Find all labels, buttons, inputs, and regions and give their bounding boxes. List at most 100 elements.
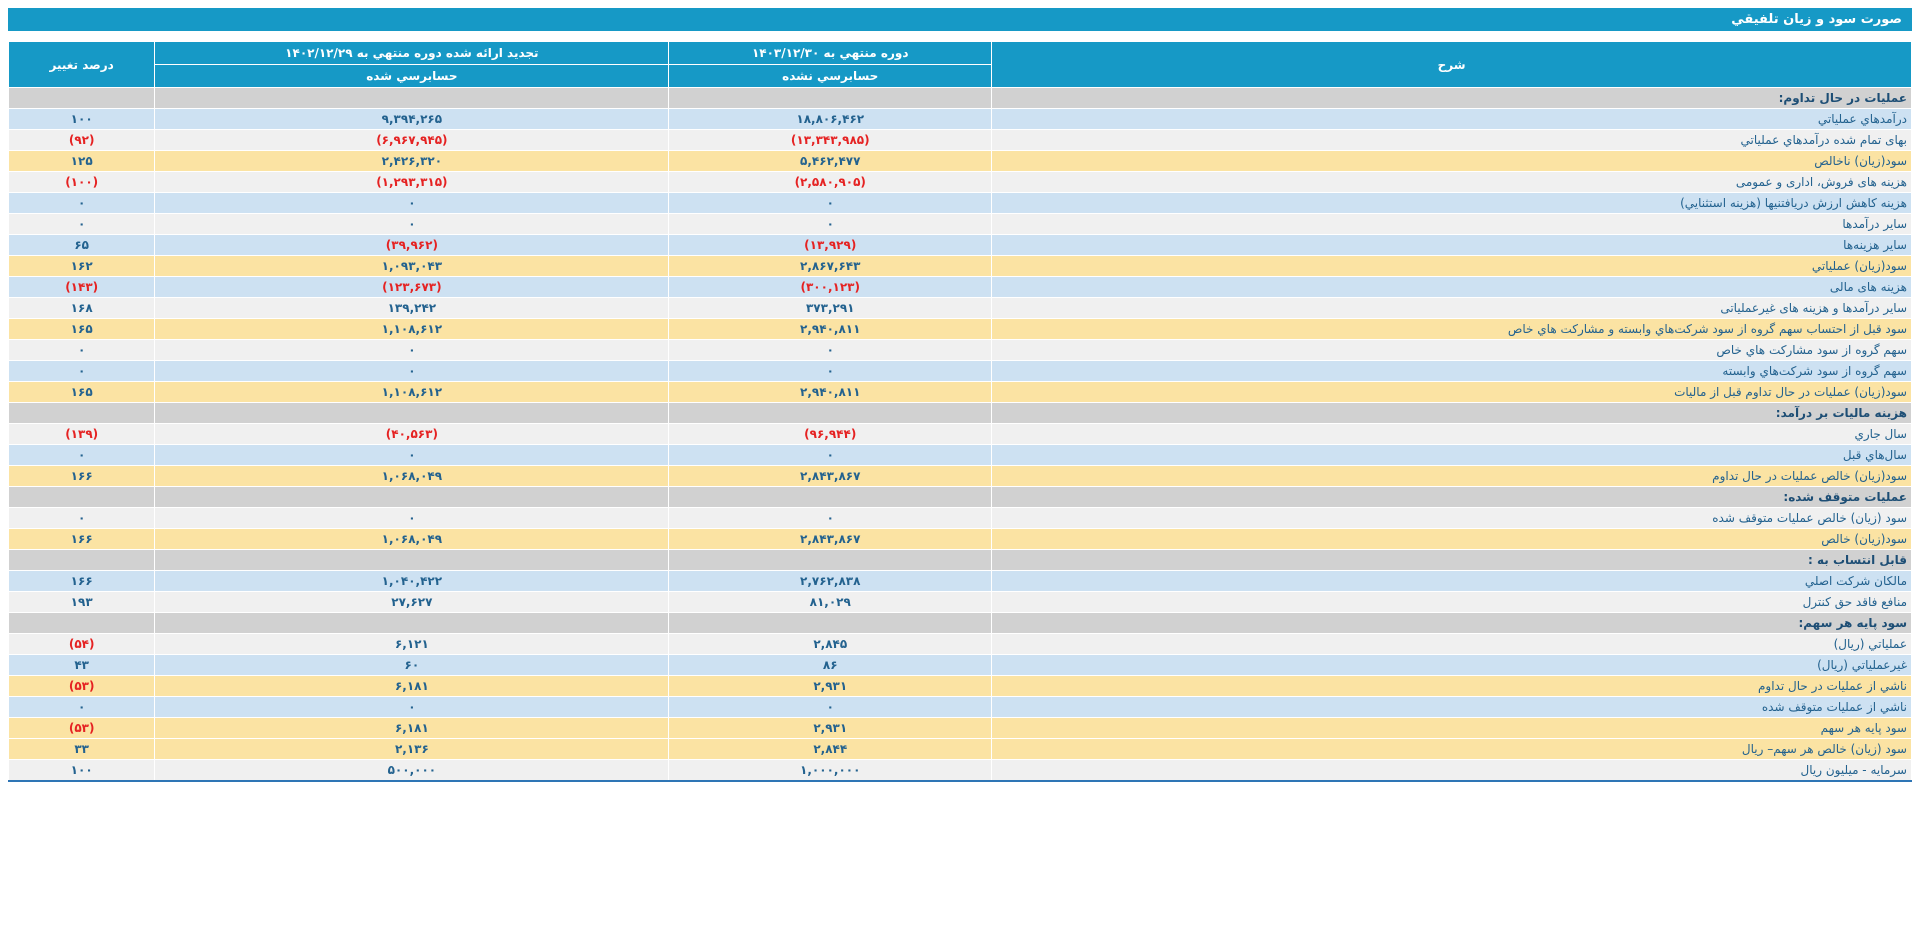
cell-current: ۰ <box>668 507 993 529</box>
cell-current: ۰ <box>668 339 993 361</box>
row-label: ساير درآمدها <box>991 213 1912 235</box>
cell-current <box>668 87 993 109</box>
row-label: مالکان شرکت اصلي <box>991 570 1912 592</box>
cell-change: ۴۳ <box>7 654 156 676</box>
cell-change: (۵۳) <box>7 675 156 697</box>
cell-current: ۰ <box>668 360 993 382</box>
cell-current <box>668 402 993 424</box>
cell-current: ۸۶ <box>668 654 993 676</box>
table-row: ساير هزينه‌ها (۱۳,۹۲۹) (۳۹,۹۶۲) ۶۵ <box>7 234 1912 256</box>
cell-prior: ۲,۱۳۶ <box>154 738 670 760</box>
row-label: سال‌هاي قبل <box>991 444 1912 466</box>
cell-current <box>668 612 993 634</box>
row-label: سود(زيان) ناخالص <box>991 150 1912 172</box>
header-prior-period-status: حسابرسي شده <box>154 64 670 88</box>
row-label: هزينه کاهش ارزش دريافتنيها (هزينه استثنا… <box>991 192 1912 214</box>
cell-change: ۰ <box>7 696 156 718</box>
row-label: هزينه های مالی <box>991 276 1912 298</box>
row-label: سود(زيان) خالص <box>991 528 1912 550</box>
row-label: عملياتي (ريال) <box>991 633 1912 655</box>
header-change-percent: درصد تغيير <box>7 41 156 88</box>
cell-change: (۵۴) <box>7 633 156 655</box>
cell-prior: ۰ <box>154 339 670 361</box>
section-row: سود پايه هر سهم: <box>7 612 1912 634</box>
cell-current: ۵,۴۶۲,۴۷۷ <box>668 150 993 172</box>
cell-current: ۲,۸۶۷,۶۴۳ <box>668 255 993 277</box>
header-current-period-status: حسابرسي نشده <box>668 64 993 88</box>
cell-current: ۰ <box>668 696 993 718</box>
header-description: شرح <box>991 41 1912 88</box>
table-row: سود پايه هر سهم ۲,۹۳۱ ۶,۱۸۱ (۵۳) <box>7 717 1912 739</box>
table-row: ساير درآمدها ۰ ۰ ۰ <box>7 213 1912 235</box>
table-row: سود(زيان) عملياتي ۲,۸۶۷,۶۴۳ ۱,۰۹۳,۰۴۳ ۱۶۲ <box>7 255 1912 277</box>
cell-change: ۰ <box>7 444 156 466</box>
cell-change: ۱۲۵ <box>7 150 156 172</box>
cell-current: ۲,۸۴۵ <box>668 633 993 655</box>
cell-current: ۲,۷۶۲,۸۳۸ <box>668 570 993 592</box>
table-row: سود(زيان) خالص ۲,۸۴۳,۸۶۷ ۱,۰۶۸,۰۴۹ ۱۶۶ <box>7 528 1912 550</box>
cell-current: ۲,۸۴۳,۸۶۷ <box>668 465 993 487</box>
row-label: سود قبل از احتساب سهم گروه از سود شرکت‌ه… <box>991 318 1912 340</box>
table-row: سود(زيان) ناخالص ۵,۴۶۲,۴۷۷ ۲,۴۲۶,۳۲۰ ۱۲۵ <box>7 150 1912 172</box>
cell-change: (۱۰۰) <box>7 171 156 193</box>
table-body: عمليات در حال تداوم: درآمدهاي عملياتي ۱۸,۸… <box>7 87 1912 781</box>
cell-current: ۲,۹۳۱ <box>668 717 993 739</box>
cell-current: (۱۳,۳۴۳,۹۸۵) <box>668 129 993 151</box>
row-label: درآمدهاي عملياتي <box>991 108 1912 130</box>
cell-current <box>668 549 993 571</box>
table-row: سهم گروه از سود مشارکت هاي خاص ۰ ۰ ۰ <box>7 339 1912 361</box>
table-row: سود(زيان) عمليات در حال تداوم قبل از مال… <box>7 381 1912 403</box>
section-row: عمليات در حال تداوم: <box>7 87 1912 109</box>
row-label: سود(زيان) عمليات در حال تداوم قبل از مال… <box>991 381 1912 403</box>
page: صورت سود و زيان تلفيقي شرح دوره منتهي به… <box>7 8 1912 782</box>
cell-prior: (۳۹,۹۶۲) <box>154 234 670 256</box>
table-row: ناشي از عمليات متوقف شده ۰ ۰ ۰ <box>7 696 1912 718</box>
cell-change: ۱۰۰ <box>7 759 156 781</box>
cell-change: ۰ <box>7 360 156 382</box>
cell-prior: (۶,۹۶۷,۹۴۵) <box>154 129 670 151</box>
cell-prior: ۰ <box>154 213 670 235</box>
cell-prior: ۱,۱۰۸,۶۱۲ <box>154 381 670 403</box>
cell-prior: ۶,۱۸۱ <box>154 675 670 697</box>
cell-change: ۱۶۶ <box>7 465 156 487</box>
cell-change <box>7 402 156 424</box>
cell-prior: (۴۰,۵۶۳) <box>154 423 670 445</box>
cell-current: ۰ <box>668 213 993 235</box>
row-label: عمليات متوقف شده: <box>991 486 1912 508</box>
section-row: عمليات متوقف شده: <box>7 486 1912 508</box>
cell-current: (۹۶,۹۴۴) <box>668 423 993 445</box>
cell-prior: ۱۳۹,۲۴۲ <box>154 297 670 319</box>
row-label: سود پايه هر سهم: <box>991 612 1912 634</box>
cell-prior <box>154 87 670 109</box>
cell-prior: ۶,۱۲۱ <box>154 633 670 655</box>
cell-prior <box>154 612 670 634</box>
cell-current: ۲,۹۳۱ <box>668 675 993 697</box>
cell-change: ۶۵ <box>7 234 156 256</box>
income-statement-table: شرح دوره منتهي به ۱۴۰۳/۱۲/۳۰ تجديد ارائه… <box>7 41 1912 782</box>
table-row: بهای تمام شده درآمدهاي عملياتي (۱۳,۳۴۳,۹۸… <box>7 129 1912 151</box>
row-label: قابل انتساب به : <box>991 549 1912 571</box>
cell-prior: ۲۷,۶۲۷ <box>154 591 670 613</box>
row-label: ساير هزينه‌ها <box>991 234 1912 256</box>
cell-change: (۱۴۳) <box>7 276 156 298</box>
table-row: هزينه های فروش، اداری و عمومی (۲,۵۸۰,۹۰۵)… <box>7 171 1912 193</box>
cell-change <box>7 486 156 508</box>
cell-prior <box>154 402 670 424</box>
row-label: سال جاري <box>991 423 1912 445</box>
cell-change: (۵۳) <box>7 717 156 739</box>
table-row: سال جاري (۹۶,۹۴۴) (۴۰,۵۶۳) (۱۳۹) <box>7 423 1912 445</box>
table-header: شرح دوره منتهي به ۱۴۰۳/۱۲/۳۰ تجديد ارائه… <box>7 41 1912 88</box>
row-label: سود(زيان) عملياتي <box>991 255 1912 277</box>
cell-change: ۱۹۳ <box>7 591 156 613</box>
cell-change: ۰ <box>7 339 156 361</box>
table-row: عملياتي (ريال) ۲,۸۴۵ ۶,۱۲۱ (۵۴) <box>7 633 1912 655</box>
cell-current: ۲,۸۴۴ <box>668 738 993 760</box>
row-label: ساير درآمدها و هزينه های غيرعملياتی <box>991 297 1912 319</box>
table-row: سهم گروه از سود شرکت‌هاي وابسته ۰ ۰ ۰ <box>7 360 1912 382</box>
page-title: صورت سود و زيان تلفيقي <box>8 8 1912 31</box>
cell-change: ۱۶۵ <box>7 318 156 340</box>
cell-current: ۰ <box>668 444 993 466</box>
cell-change: ۱۶۸ <box>7 297 156 319</box>
cell-change: ۱۶۶ <box>7 528 156 550</box>
table-row: ناشي از عمليات در حال تداوم ۲,۹۳۱ ۶,۱۸۱ (۵۳… <box>7 675 1912 697</box>
